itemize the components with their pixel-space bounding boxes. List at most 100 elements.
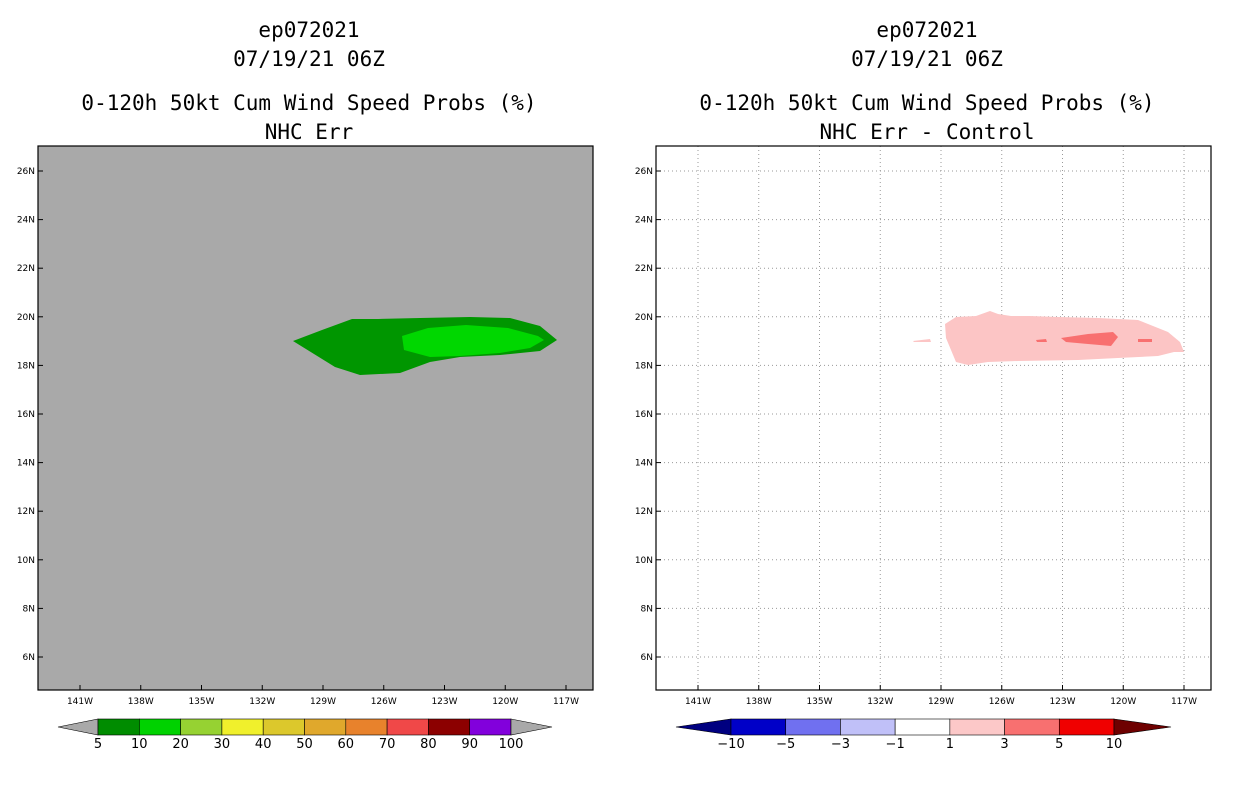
colorbar-swatch: [262, 718, 305, 736]
colorbar-label: 80: [420, 737, 437, 752]
chart-subtitle: NHC Err: [264, 120, 354, 144]
lat-tick-label: 16N: [635, 410, 653, 420]
colorbar-left-arrow: [57, 718, 99, 736]
colorbar-right-arrow: [1113, 718, 1172, 736]
lat-tick-label: 10N: [635, 556, 653, 566]
lat-tick-label: 6N: [23, 653, 35, 663]
lon-tick-label: 126W: [989, 697, 1015, 707]
colorbar-swatch: [180, 718, 223, 736]
lat-tick-label: 18N: [17, 361, 35, 371]
lat-tick-label: 8N: [641, 604, 653, 614]
colorbar-label: −5: [776, 737, 795, 752]
lat-tick-label: 24N: [635, 216, 653, 226]
diff-region-3-5-small: [1138, 339, 1152, 342]
colorbar-swatch: [785, 718, 841, 736]
panel-nhc-err-minus-control: ep072021 07/19/21 06Z 0-120h 50kt Cum Wi…: [618, 0, 1236, 800]
map-plot-right: 26N 24N 22N 20N 18N 16N 14N 12N 10N 8N 6N 141W 138W…: [635, 145, 1212, 752]
lon-tick-label: 132W: [249, 697, 275, 707]
colorbar-label: 70: [379, 737, 396, 752]
colorbar-label: 40: [255, 737, 272, 752]
colorbar-label: −1: [886, 737, 905, 752]
lon-tick-label: 117W: [1171, 697, 1197, 707]
map-background: [38, 146, 593, 690]
lon-tick-label: 120W: [492, 697, 518, 707]
lon-tick-label: 123W: [431, 697, 457, 707]
colorbar-right-arrow: [510, 718, 553, 736]
lat-tick-label: 8N: [23, 604, 35, 614]
lat-tick-label: 10N: [17, 556, 35, 566]
colorbar-label: 5: [94, 737, 102, 752]
map-plot-left: 26N 24N 22N 20N 18N 16N 14N 12N 10N 8N 6N 141W 138W…: [17, 145, 594, 752]
lon-tick-label: 132W: [867, 697, 893, 707]
lon-tick-label: 129W: [928, 697, 954, 707]
lat-tick-label: 20N: [635, 313, 653, 323]
colorbar-swatch: [894, 718, 951, 736]
lat-axis: 26N 24N 22N 20N 18N 16N 14N 12N 10N 8N 6N: [17, 167, 43, 663]
lat-tick-label: 12N: [17, 507, 35, 517]
diff-region-3-5: [1061, 332, 1118, 346]
colorbar-swatch: [840, 718, 896, 736]
colorbar-label: 30: [214, 737, 231, 752]
diff-region-1-3-small: [913, 339, 931, 342]
colorbar-swatch: [1058, 718, 1115, 736]
colorbar: −10 −5 −3 −1 1 3 5 10: [675, 718, 1172, 752]
lon-tick-label: 141W: [67, 697, 93, 707]
map-frame: [655, 145, 1212, 691]
map-frame: [37, 145, 594, 691]
chart-title: 0-120h 50kt Cum Wind Speed Probs (%): [699, 91, 1155, 115]
lat-tick-label: 18N: [635, 361, 653, 371]
colorbar: 5 10 20 30 40 50 60 70 80 90 100: [57, 718, 553, 752]
colorbar-label: 3: [1000, 737, 1008, 752]
colorbar-swatch: [469, 718, 512, 736]
lat-tick-label: 14N: [635, 459, 653, 469]
lat-tick-label: 26N: [17, 167, 35, 177]
storm-id-label: ep072021: [258, 18, 360, 42]
colorbar-label: 60: [338, 737, 355, 752]
colorbar-swatch: [221, 718, 264, 736]
grid-lines: [656, 146, 1211, 690]
lat-tick-label: 14N: [17, 459, 35, 469]
colorbar-label: 20: [172, 737, 189, 752]
diff-region-3-5-small: [1036, 339, 1047, 342]
lat-tick-label: 16N: [17, 410, 35, 420]
lon-tick-label: 138W: [746, 697, 772, 707]
lat-tick-label: 20N: [17, 313, 35, 323]
colorbar-label: 90: [461, 737, 478, 752]
panel-nhc-err: ep072021 07/19/21 06Z 0-120h 50kt Cum Wi…: [17, 18, 594, 752]
lat-tick-label: 22N: [17, 264, 35, 274]
lon-tick-label: 135W: [188, 697, 214, 707]
datetime-label: 07/19/21 06Z: [851, 47, 1003, 71]
colorbar-swatch: [949, 718, 1005, 736]
map-background: [656, 146, 1211, 690]
colorbar-swatch: [304, 718, 347, 736]
lon-tick-label: 123W: [1049, 697, 1075, 707]
lon-tick-label: 129W: [310, 697, 336, 707]
colorbar-swatch: [345, 718, 388, 736]
colorbar-label: 10: [1106, 737, 1123, 752]
colorbar-left-arrow: [675, 718, 732, 736]
colorbar-swatch: [97, 718, 140, 736]
colorbar-swatch: [386, 718, 429, 736]
chart-title: 0-120h 50kt Cum Wind Speed Probs (%): [81, 91, 537, 115]
lon-tick-label: 138W: [128, 697, 154, 707]
lat-tick-label: 6N: [641, 653, 653, 663]
lon-tick-label: 120W: [1110, 697, 1136, 707]
datetime-label: 07/19/21 06Z: [233, 47, 385, 71]
lon-tick-label: 126W: [371, 697, 397, 707]
colorbar-label: −10: [717, 737, 744, 752]
colorbar-swatch: [730, 718, 787, 736]
colorbar-label: 10: [131, 737, 148, 752]
chart-subtitle: NHC Err - Control: [819, 120, 1035, 144]
lat-tick-label: 22N: [635, 264, 653, 274]
lon-axis: 141W 138W 135W 132W 129W 126W 123W 120W 117W: [685, 685, 1197, 707]
colorbar-label: 1: [946, 737, 954, 752]
lat-tick-label: 12N: [635, 507, 653, 517]
lon-tick-label: 141W: [685, 697, 711, 707]
colorbar-label: 5: [1055, 737, 1063, 752]
storm-id-label: ep072021: [876, 18, 978, 42]
lat-axis: 26N 24N 22N 20N 18N 16N 14N 12N 10N 8N 6N: [635, 167, 661, 663]
colorbar-label: 50: [296, 737, 313, 752]
prob-region-10-20: [402, 325, 544, 357]
lon-tick-label: 135W: [806, 697, 832, 707]
colorbar-label: 100: [499, 737, 524, 752]
